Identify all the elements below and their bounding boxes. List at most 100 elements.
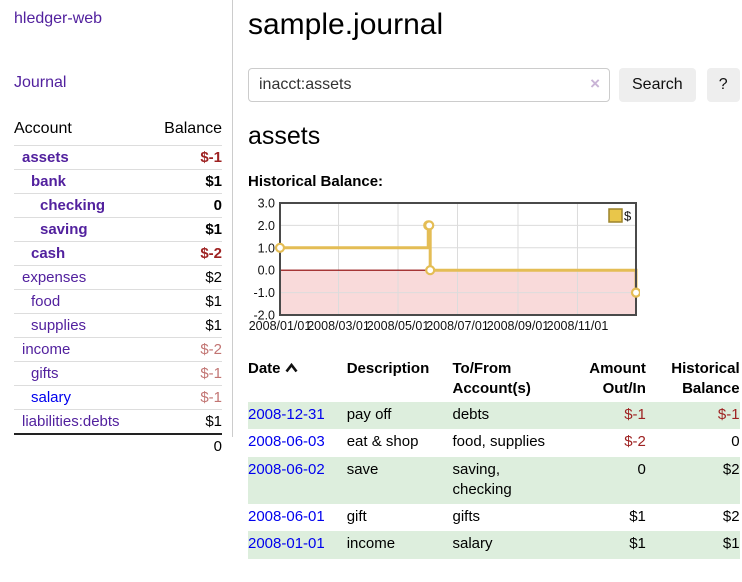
- x-axis-tick: 2008/09/01: [487, 319, 550, 333]
- transaction-balance: 0: [731, 433, 740, 451]
- y-axis-tick: 2.0: [258, 219, 275, 233]
- y-axis-tick: 3.0: [258, 197, 275, 211]
- transaction-date-link[interactable]: 2008-01-01: [248, 535, 325, 553]
- register-col-date[interactable]: Date: [248, 357, 347, 402]
- sidebar-account-link[interactable]: food: [31, 293, 61, 310]
- transaction-balance: $2: [722, 508, 740, 525]
- search-input[interactable]: [248, 68, 610, 102]
- app-brand-link[interactable]: hledger-web: [14, 10, 103, 27]
- transaction-date-link[interactable]: 2008-12-31: [248, 406, 325, 423]
- search-button[interactable]: Search: [619, 68, 696, 102]
- sidebar: hledger-web Journal Account Balance asse…: [0, 0, 233, 458]
- sidebar-account-link[interactable]: gifts: [31, 365, 59, 382]
- transaction-balance: $1: [722, 535, 740, 553]
- sidebar-account-link[interactable]: salary: [31, 389, 72, 406]
- x-axis-tick: 2008/01/01: [249, 319, 312, 333]
- accounts-total-row: 0: [14, 433, 222, 458]
- sidebar-account-link[interactable]: assets: [22, 149, 69, 166]
- sidebar-account-balance: $-2: [148, 337, 222, 362]
- sidebar-item-journal[interactable]: Journal: [14, 74, 67, 91]
- main-content: sample.journal × Search ? assets Histori…: [233, 0, 742, 559]
- accounts-total-value: 0: [148, 433, 222, 458]
- accounts-col-account: Account: [14, 120, 72, 137]
- sidebar-account-balance: $-2: [148, 241, 222, 266]
- transaction-date-link[interactable]: 2008-06-02: [248, 460, 325, 478]
- accounts-col-balance: Balance: [164, 120, 222, 137]
- x-axis-tick: 2008/03/01: [307, 319, 370, 333]
- transaction-accounts: gifts: [452, 508, 480, 525]
- sidebar-account-balance: $1: [148, 217, 222, 242]
- x-axis-tick: 2008/11/01: [547, 319, 609, 333]
- transaction-amount: $-2: [624, 433, 646, 451]
- sidebar-account-balance: $-1: [148, 385, 222, 410]
- historical-balance-chart: $3.0 2.0 1.0 0.0 -1.0 -2.02008/01/012008/03/0…: [249, 197, 640, 333]
- sidebar-account-link[interactable]: checking: [40, 197, 106, 214]
- sidebar-account-link[interactable]: cash: [31, 245, 66, 262]
- account-heading: assets: [248, 122, 321, 150]
- sidebar-account-balance: $1: [148, 289, 222, 314]
- y-axis-tick: 0.0: [258, 264, 275, 278]
- account-row: cash $-2: [14, 241, 222, 266]
- register-col-tofrom: To/From Account(s): [452, 360, 531, 397]
- x-axis-tick: 2008/05/01: [367, 319, 430, 333]
- legend-swatch: [608, 208, 623, 223]
- transaction-description: eat & shop: [346, 433, 419, 451]
- help-button[interactable]: ?: [706, 68, 740, 102]
- x-axis-tick: 2008/07/01: [426, 319, 489, 333]
- transaction-accounts: saving, checking: [452, 460, 512, 498]
- register-row: 2008-01-01 income salary $1 $1: [248, 531, 740, 559]
- transaction-amount: $1: [629, 535, 646, 553]
- sort-ascending-icon: [284, 363, 298, 373]
- sidebar-account-link[interactable]: bank: [31, 173, 67, 190]
- transaction-accounts: salary: [452, 535, 493, 553]
- sidebar-account-balance: $1: [148, 313, 222, 338]
- legend-label: $: [624, 209, 632, 224]
- transaction-balance: $-1: [717, 406, 740, 423]
- sidebar-account-balance: 0: [148, 193, 222, 218]
- account-row: expenses $2: [14, 265, 222, 290]
- sidebar-account-balance: $1: [148, 409, 222, 434]
- y-axis-tick: -1.0: [253, 286, 275, 300]
- sidebar-account-link[interactable]: income: [22, 341, 71, 358]
- transaction-date-link[interactable]: 2008-06-01: [248, 508, 325, 525]
- sidebar-account-link[interactable]: supplies: [31, 317, 87, 334]
- register-row: 2008-06-02 save saving, checking 0 $2: [248, 456, 740, 504]
- register-table: Date Description To/From Account(s) Amount Ou…: [248, 357, 740, 559]
- transaction-description: pay off: [346, 406, 392, 423]
- register-col-amount: Amount Out/In: [589, 360, 646, 397]
- transaction-description: gift: [346, 508, 367, 525]
- account-row: gifts $-1: [14, 361, 222, 386]
- register-row: 2008-06-01 gift gifts $1 $2: [248, 504, 740, 531]
- sidebar-account-balance: $-1: [148, 361, 222, 386]
- transaction-amount: $1: [629, 508, 646, 525]
- sidebar-account-link[interactable]: expenses: [22, 269, 87, 286]
- chart-heading: Historical Balance:: [248, 173, 384, 190]
- account-row: assets $-1: [14, 145, 222, 170]
- sidebar-account-balance: $-1: [148, 145, 222, 170]
- search-form: × Search ?: [248, 68, 740, 102]
- sidebar-account-balance: $2: [148, 265, 222, 290]
- account-row: liabilities:debts $1: [14, 409, 222, 434]
- sidebar-account-balance: $1: [148, 169, 222, 194]
- page-title: sample.journal: [248, 8, 444, 41]
- account-row: checking 0: [14, 193, 222, 218]
- accounts-table: Account Balance assets $-1 bank $1 checking 0…: [14, 118, 222, 458]
- clear-search-icon[interactable]: ×: [590, 74, 600, 93]
- sidebar-account-link[interactable]: saving: [40, 221, 88, 238]
- transaction-description: income: [346, 535, 396, 553]
- account-row: income $-2: [14, 337, 222, 362]
- account-row: supplies $1: [14, 313, 222, 338]
- transaction-amount: 0: [637, 460, 646, 478]
- account-row: saving $1: [14, 217, 222, 242]
- sidebar-account-link[interactable]: liabilities:debts: [22, 413, 120, 430]
- transaction-accounts: debts: [452, 406, 490, 423]
- account-row: bank $1: [14, 169, 222, 194]
- register-col-historical: Historical Balance: [671, 360, 740, 397]
- transaction-accounts: food, supplies: [452, 433, 546, 451]
- transaction-date-link[interactable]: 2008-06-03: [248, 433, 325, 451]
- transaction-description: save: [346, 460, 379, 478]
- account-row: salary $-1: [14, 385, 222, 410]
- register-row: 2008-06-03 eat & shop food, supplies $-2 0: [248, 429, 740, 456]
- y-axis-tick: 1.0: [258, 241, 275, 255]
- account-row: food $1: [14, 289, 222, 314]
